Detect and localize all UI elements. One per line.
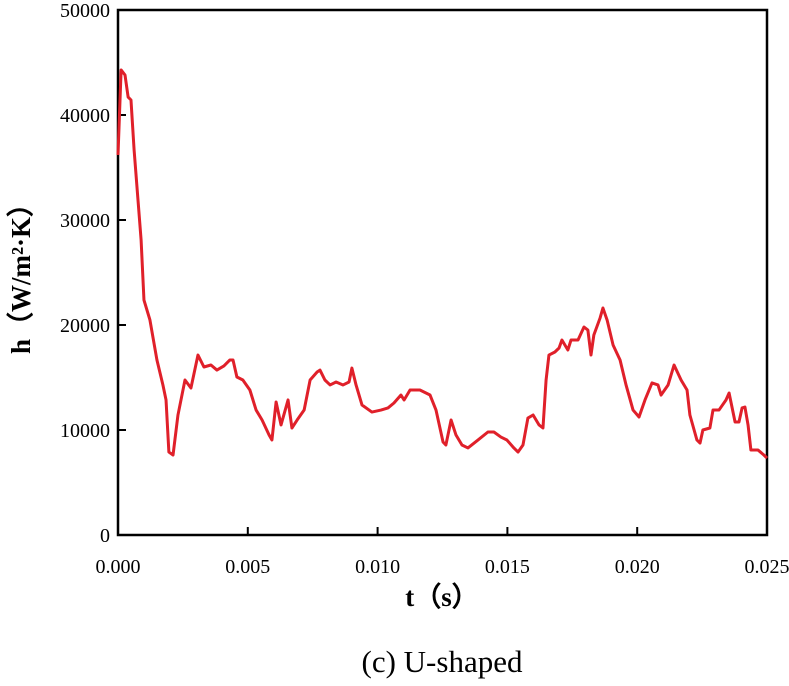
y-tick-label: 30000 [60,210,110,232]
y-tick-label: 40000 [60,105,110,127]
caption: (c) U-shaped [362,644,523,679]
y-tick-label: 20000 [60,315,110,337]
y-axis-label: h（W/m²·K） [6,190,36,354]
x-tick-label: 0.020 [615,556,660,578]
x-tick-label: 0.025 [745,556,789,578]
x-axis-label: t（s） [405,582,479,612]
x-tick-label: 0.015 [485,556,530,578]
x-tick-label: 0.005 [225,556,270,578]
y-tick-label: 0 [100,525,110,547]
x-tick-label: 0.000 [96,556,141,578]
y-tick-label: 50000 [60,0,110,22]
x-tick-label: 0.010 [355,556,400,578]
y-tick-label: 10000 [60,420,110,442]
plot-frame [116,8,769,537]
data-line [116,68,769,460]
